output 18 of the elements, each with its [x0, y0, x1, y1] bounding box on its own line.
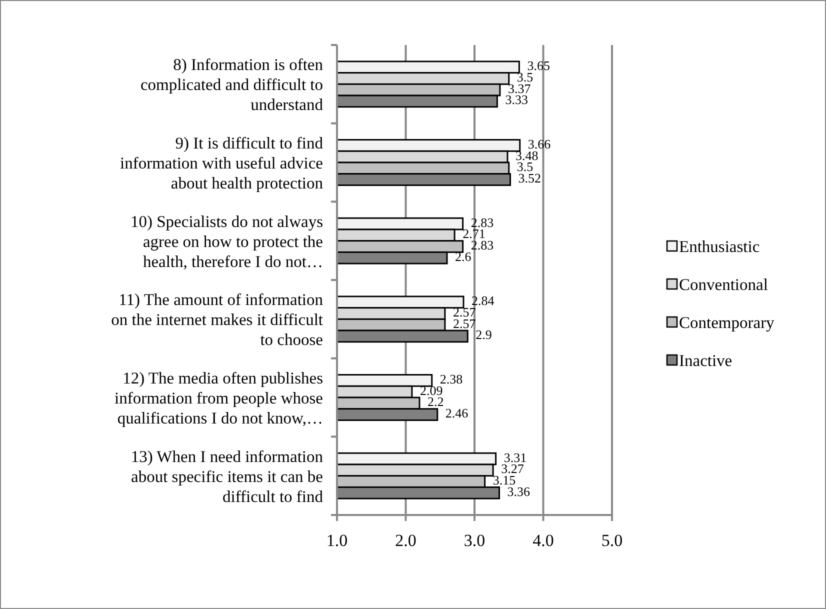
x-tick-label: 2.0 — [395, 531, 416, 550]
data-label: 2.9 — [476, 327, 492, 342]
data-label: 2.6 — [455, 248, 472, 264]
y-tick-label: 9) It is difficult to find information with useful advice about health protection — [120, 134, 324, 192]
x-tick-label: 3.0 — [464, 531, 486, 550]
x-tick-label: 4.0 — [532, 531, 554, 550]
legend-label: Conventional — [679, 275, 768, 294]
y-tick-label: 13) When I need information about specific items it can be difficult to find — [130, 446, 324, 506]
y-tick-label: 12) The media often publishes information from people whose qualifications I do not know,… — [114, 368, 323, 428]
x-tick-label: 1.0 — [326, 531, 348, 550]
y-tick-label: 8) Information is often complicated and difficult to understand — [140, 55, 324, 114]
x-tick-label: 5.0 — [601, 531, 623, 550]
y-tick-label: 11) The amount of information on the internet makes it difficult to choose — [111, 290, 324, 350]
legend-label: Enthusiastic — [679, 237, 760, 256]
y-tick-label: 10) Specialists do not always agree on how to protect the health, therefore I do not… — [130, 212, 323, 271]
legend-label: Contemporary — [679, 313, 776, 332]
data-label: 2.46 — [445, 406, 469, 421]
legend-label: Inactive — [679, 351, 732, 370]
